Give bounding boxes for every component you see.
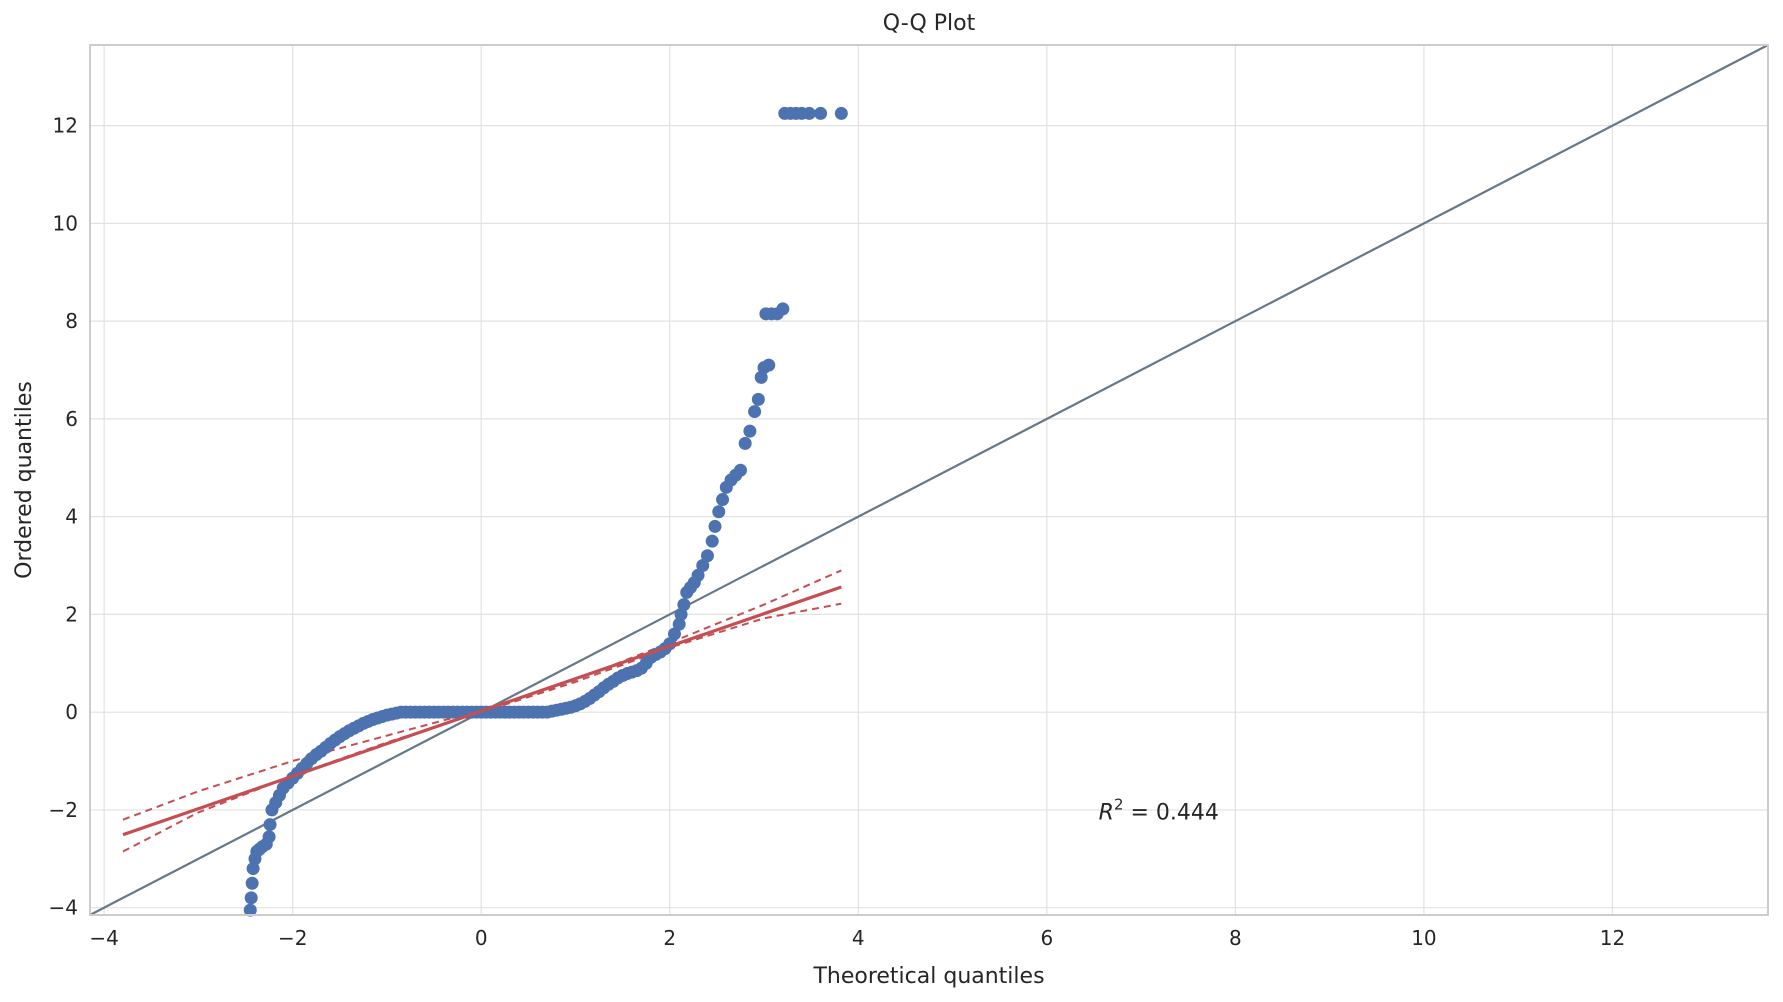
r-squared-exponent: 2 (1114, 796, 1124, 814)
y-tick-label: 8 (65, 309, 78, 333)
data-point (672, 617, 686, 631)
y-tick-label: 12 (53, 114, 78, 138)
x-tick-label: 0 (475, 926, 488, 950)
data-point (738, 436, 752, 450)
y-tick-label: 2 (65, 602, 78, 626)
y-axis-label: Ordered quantiles (12, 381, 37, 579)
data-point (244, 891, 258, 905)
y-tick-labels: −4 −2 0 2 4 6 8 10 12 (49, 114, 78, 920)
x-axis-label: Theoretical quantiles (812, 964, 1044, 989)
y-tick-label: −4 (49, 896, 78, 920)
data-point (751, 392, 765, 406)
fit-line-group (122, 585, 842, 837)
data-point (712, 505, 726, 519)
r-squared-value: = 0.444 (1124, 801, 1219, 826)
data-point (691, 568, 705, 582)
data-point (243, 903, 257, 917)
data-point (700, 549, 714, 563)
y-tick-label: 0 (65, 700, 78, 724)
y-tick-label: 10 (53, 211, 78, 235)
data-point (667, 627, 681, 641)
data-point (762, 358, 776, 372)
x-tick-label: −4 (89, 926, 118, 950)
r-squared-annotation: R2 = 0.444 (1099, 796, 1219, 826)
x-tick-label: 10 (1411, 926, 1436, 950)
x-tick-label: 4 (852, 926, 865, 950)
reference-line (89, 44, 1769, 916)
plot-frame (89, 44, 1769, 916)
data-point (262, 830, 276, 844)
x-tick-label: 8 (1229, 926, 1242, 950)
data-point (677, 598, 691, 612)
data-point (754, 370, 768, 384)
data-point (263, 818, 277, 832)
data-point (708, 519, 722, 533)
data-point (696, 559, 710, 573)
x-tick-label: 12 (1600, 926, 1625, 950)
data-point (776, 302, 790, 316)
y-tick-label: 6 (65, 407, 78, 431)
y-tick-label: 4 (65, 505, 78, 529)
data-point (743, 424, 757, 438)
x-tick-labels: −4 −2 0 2 4 6 8 10 12 (89, 926, 1625, 950)
confidence-band-lower (122, 602, 842, 853)
data-point (705, 534, 719, 548)
data-points (243, 106, 848, 917)
chart-title: Q-Q Plot (883, 11, 976, 36)
r-squared-prefix: R (1099, 801, 1114, 826)
data-point (245, 876, 259, 890)
data-point (834, 106, 848, 120)
data-point (748, 405, 762, 419)
x-tick-label: −2 (278, 926, 307, 950)
data-point (674, 607, 688, 621)
data-point (716, 493, 730, 507)
data-point (814, 106, 828, 120)
data-point (802, 106, 816, 120)
x-tick-label: 6 (1040, 926, 1053, 950)
reference-line-group (89, 44, 1769, 916)
confidence-band-upper (122, 569, 842, 821)
data-point (246, 862, 260, 876)
x-tick-label: 2 (663, 926, 676, 950)
data-point (733, 463, 747, 477)
y-tick-label: −2 (49, 798, 78, 822)
fit-line (122, 585, 842, 837)
grid-lines (90, 45, 1768, 915)
